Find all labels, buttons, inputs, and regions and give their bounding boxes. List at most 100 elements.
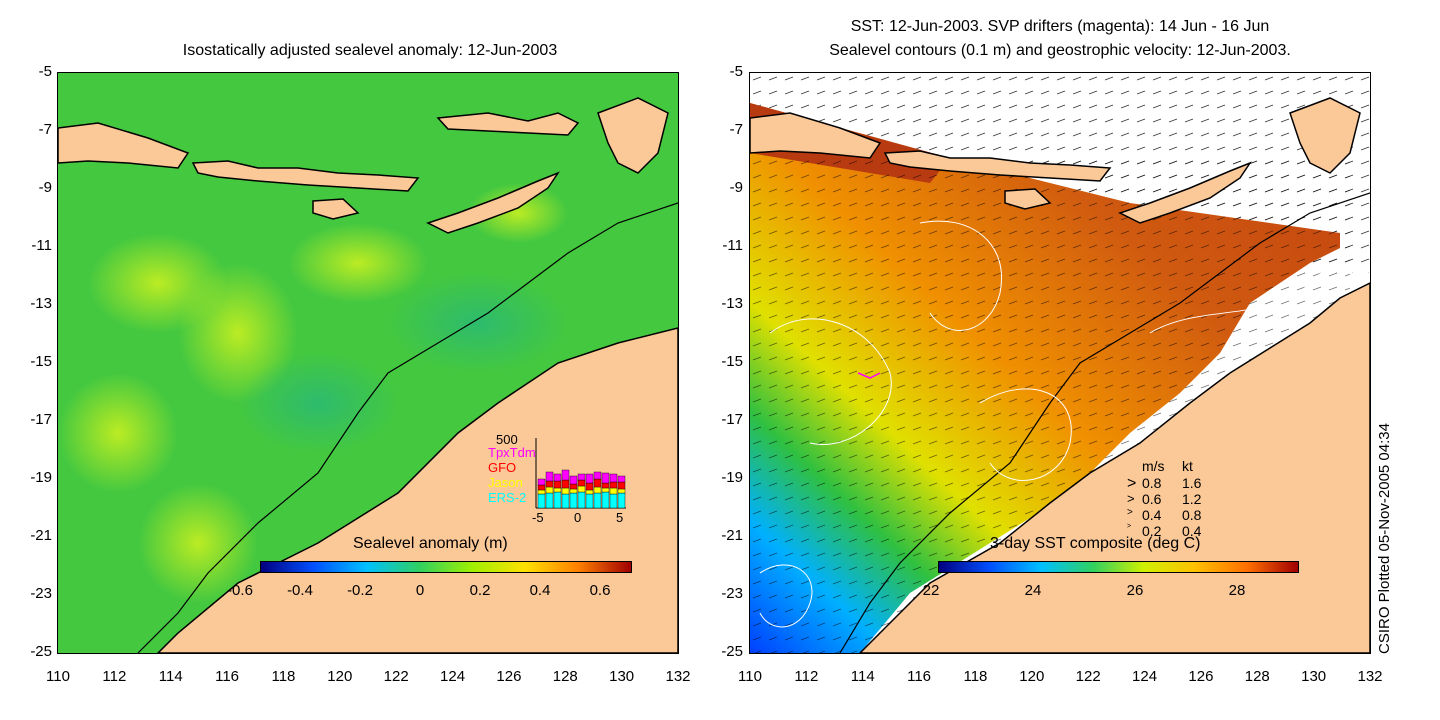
y-tick-label: -7: [729, 121, 743, 138]
y-tick-label: -19: [30, 469, 52, 486]
anomaly-blob: [468, 183, 568, 243]
y-tick-label: -21: [721, 527, 743, 544]
y-tick-label: -9: [38, 179, 52, 196]
histogram-bar-segment: [609, 493, 618, 509]
histogram-bar-segment: [545, 492, 554, 509]
histogram-bar-segment: [545, 471, 554, 482]
flores-island: [436, 112, 580, 136]
sealevel-contour: [1149, 252, 1351, 334]
x-tick-label: 118: [271, 668, 296, 685]
histogram-bar-segment: [577, 473, 586, 481]
y-tick-label: -17: [30, 411, 52, 428]
right-map: m/s kt 0.8 1.6 >0.6 1.2 >0.4 0.8 >0.2 0.4 > 3-da…: [749, 72, 1371, 654]
histogram-bar-segment: [569, 475, 578, 485]
right-panel-title-2: Sealevel contours (0.1 m) and geostrophi…: [829, 42, 1291, 59]
colorbar-tick-label: 0.6: [589, 582, 611, 599]
histogram-legend-entry: ERS-2: [488, 490, 527, 505]
histogram-bar-segment: [561, 487, 570, 495]
velocity-legend-kt: 1.2: [1182, 491, 1202, 507]
histogram-bar-segment: [601, 472, 610, 484]
java-island: [58, 122, 190, 169]
y-tick-label: -25: [30, 643, 52, 660]
y-tick-label: -13: [721, 295, 743, 312]
histogram-bar-segment: [545, 480, 554, 488]
y-tick-label: -5: [38, 63, 52, 80]
java-island: [750, 112, 882, 159]
velocity-legend-ms: 0.4: [1142, 507, 1162, 523]
credit-text: CSIRO Plotted 05-Nov-2005 04:34: [1376, 423, 1393, 654]
sealevel-contour: [919, 220, 1002, 331]
y-tick-label: -7: [38, 121, 52, 138]
histogram-bar-segment: [561, 493, 570, 509]
velocity-header-ms: m/s: [1142, 458, 1165, 474]
anomaly-blob: [138, 483, 258, 603]
sealevel-contour: [979, 388, 1072, 481]
histogram-bar-segment: [601, 482, 610, 489]
y-tick-label: -21: [30, 527, 52, 544]
histogram-bar-segment: [553, 491, 562, 509]
colorbar-tick-label: -0.4: [287, 582, 313, 599]
histogram-bar-segment: [553, 480, 562, 489]
histogram-x-tick: 0: [574, 510, 582, 525]
timor-island: [1118, 161, 1252, 224]
histogram-bar-segment: [601, 487, 610, 493]
north-islands: [1289, 97, 1361, 174]
x-tick-label: 120: [1019, 668, 1045, 685]
colorbar-tick-label: 26: [1126, 582, 1144, 599]
velocity-arrow-icon: >: [1127, 491, 1135, 506]
histogram-bar-segment: [609, 487, 618, 495]
histogram-bar-segment: [561, 469, 570, 481]
x-tick-label: 130: [609, 668, 635, 685]
y-tick-label: -23: [721, 585, 743, 602]
histogram-bar-segment: [537, 493, 546, 509]
histogram-x-tick: -5: [532, 510, 544, 525]
drifter-track: [857, 372, 881, 379]
velocity-header-kt: kt: [1182, 458, 1193, 474]
x-tick-label: 124: [440, 668, 466, 685]
left-colorbar: [260, 561, 632, 573]
velocity-arrow-icon: >: [1127, 475, 1137, 492]
x-tick-label: 128: [552, 668, 578, 685]
x-tick-label: 122: [383, 668, 409, 685]
histogram-bar-segment: [537, 489, 546, 495]
x-tick-label: 114: [158, 668, 183, 685]
sumba-island: [1004, 188, 1052, 210]
velocity-legend-kt: 1.6: [1182, 475, 1202, 491]
histogram-legend-entry: Jason: [488, 475, 523, 490]
y-tick-label: -11: [31, 237, 52, 254]
histogram-bar-segment: [585, 482, 594, 491]
x-tick-label: 118: [963, 668, 988, 685]
colorbar-tick-label: 0: [415, 582, 425, 599]
histogram-bar-segment: [569, 483, 578, 490]
right-colorbar: [938, 561, 1299, 573]
histogram-bar-segment: [569, 488, 578, 494]
colorbar-tick-label: -0.6: [227, 582, 253, 599]
y-tick-label: -15: [30, 353, 52, 370]
histogram-bar-segment: [553, 487, 562, 493]
x-tick-label: 112: [102, 668, 127, 685]
nusa-tenggara-island: [883, 150, 1112, 182]
histogram-bar-segment: [577, 479, 586, 487]
x-tick-label: 130: [1301, 668, 1327, 685]
colorbar-tick-label: 24: [1024, 582, 1042, 599]
histogram-inset: 500 TpxTdm GFO Jason ERS-2 -5 0 5: [478, 428, 638, 528]
histogram-bar-segment: [617, 488, 626, 494]
velocity-legend-ms: 0.6: [1142, 491, 1162, 507]
velocity-legend-ms: 0.8: [1142, 475, 1162, 491]
histogram-bar-segment: [617, 475, 626, 483]
shelf-contour: [137, 202, 678, 653]
histogram-bar-segment: [585, 473, 594, 484]
anomaly-blob: [388, 273, 568, 373]
x-tick-label: 112: [794, 668, 819, 685]
y-tick-label: -23: [30, 585, 52, 602]
x-tick-label: 132: [665, 668, 691, 685]
colorbar-tick-label: 22: [922, 582, 940, 599]
histogram-legend-entry: GFO: [488, 460, 517, 475]
y-tick-label: -11: [722, 237, 743, 254]
left-colorbar-label: Sealevel anomaly (m): [353, 535, 508, 552]
histogram-bar-segment: [593, 486, 602, 494]
histogram-bar-segment: [617, 492, 626, 509]
histogram-bar-segment: [561, 479, 570, 489]
histogram-bar-segment: [593, 471, 602, 480]
velocity-arrow-icon: >: [1127, 523, 1132, 530]
